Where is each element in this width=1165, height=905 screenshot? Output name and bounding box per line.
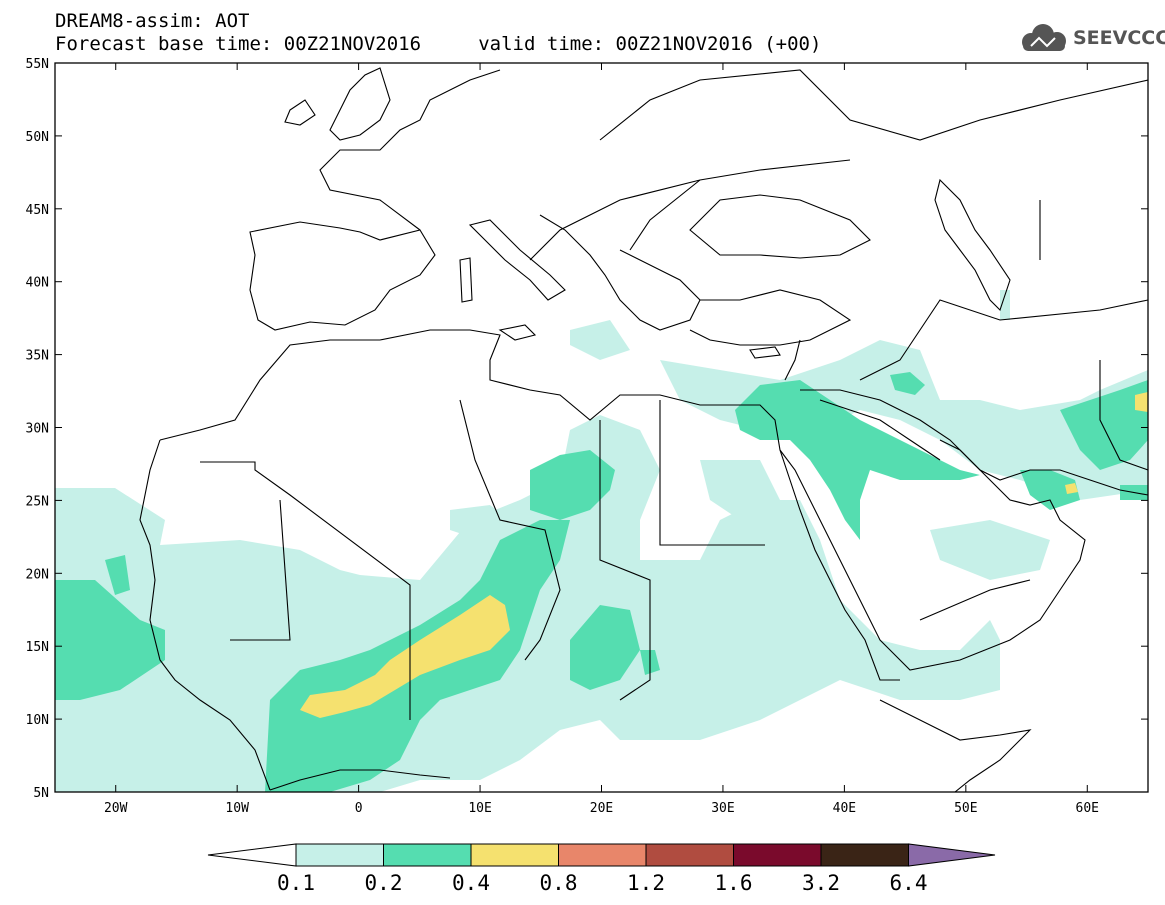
colorbar-low-arrow [207,843,297,867]
colorbar-label: 0.2 [364,871,403,895]
lat-tick-label: 55N [26,57,49,72]
lat-tick-label: 35N [26,349,49,364]
colorbar-swatch [820,843,909,867]
lon-tick-label: 20E [590,801,613,816]
coastlines-borders [139,67,1148,792]
colorbar-swatch [295,843,384,867]
colorbar [207,843,996,867]
lon-tick-label: 30E [711,801,734,816]
colorbar-label: 0.1 [277,871,315,895]
lon-tick-label: 60E [1076,801,1099,816]
lat-tick-label: 40N [26,276,49,291]
aot-shading [55,290,1148,792]
colorbar-label: 1.2 [627,871,665,895]
lon-tick-label: 10W [225,801,249,816]
longitude-axis: 20W 10W 0 10E 20E 30E 40E 50E 60E [104,63,1099,816]
logo-text: SEEVCCC [1073,27,1165,49]
lat-tick-label: 5N [33,786,49,801]
lat-tick-label: 50N [26,130,49,145]
colorbar-label: 6.4 [889,871,928,895]
latitude-axis: 55N 50N 45N 40N 35N 30N 25N 20N 15N 10N 5N [26,57,1148,801]
colorbar-swatch [645,843,734,867]
map-title: DREAM8-assim: AOT [55,10,250,32]
colorbar-label: 0.8 [539,871,578,895]
lat-tick-label: 20N [26,567,49,582]
cloud-logo-icon [1022,24,1066,51]
colorbar-swatch [558,843,647,867]
lon-tick-label: 40E [833,801,856,816]
colorbar-swatch [733,843,822,867]
lat-tick-label: 30N [26,422,49,437]
lat-tick-label: 45N [26,203,49,218]
lat-tick-label: 25N [26,494,49,509]
colorbar-high-arrow [908,843,996,867]
lat-tick-label: 15N [26,640,49,655]
colorbar-label: 0.4 [452,871,490,895]
colorbar-swatch [470,843,559,867]
aot-level-high [300,392,1148,718]
colorbar-swatch [383,843,472,867]
colorbar-label: 1.6 [714,871,753,895]
lon-tick-label: 20W [104,801,128,816]
lon-tick-label: 0 [355,801,363,816]
lon-tick-label: 50E [954,801,977,816]
lat-tick-label: 10N [26,713,49,728]
lon-tick-label: 10E [468,801,491,816]
map-subtitle: Forecast base time: 00Z21NOV2016 valid t… [55,33,822,55]
colorbar-label: 3.2 [802,871,840,895]
